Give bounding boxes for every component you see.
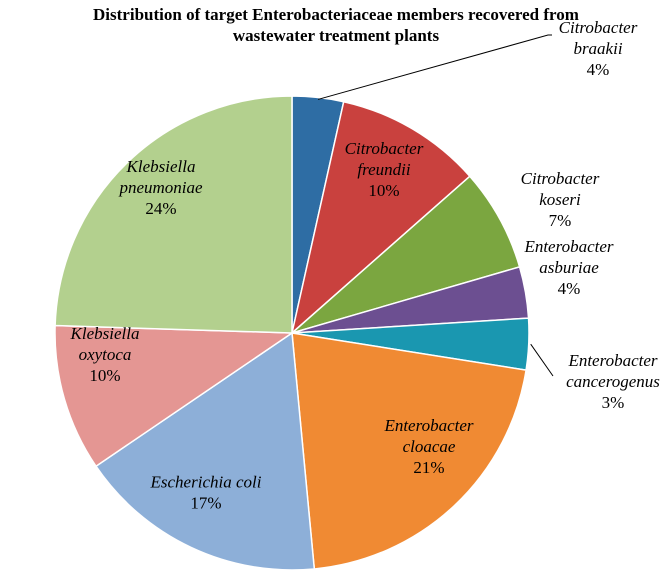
slice-name-1-0: Citrobacter [345,139,424,158]
slice-name-2-0: Citrobacter [521,169,600,188]
slice-percent-4: 3% [602,393,625,412]
pie-slice-2 [291,175,521,334]
slice-percent-7: 10% [89,366,120,385]
pie-slice-5 [291,332,527,570]
slice-name-3-1: asburiae [539,258,599,277]
slice-name-7-0: Klebsiella [70,324,140,343]
slice-percent-8: 24% [145,199,176,218]
slice-label-4: Enterobacter cancerogenus 3% [566,351,660,412]
pie-slice-8 [54,95,293,334]
slice-name-3-0: Enterobacter [523,237,613,256]
slice-percent-0: 4% [587,60,610,79]
leader-lines [317,34,554,377]
slice-name-0-1: braakii [573,39,622,58]
slice-label-2: Citrobacter koseri 7% [521,169,600,230]
slice-label-0: Citrobacter braakii 4% [559,18,638,79]
leader-line-0 [317,34,552,100]
chart-title-line-1: Distribution of target Enterobacteriacea… [93,5,579,24]
slice-percent-6: 17% [190,494,221,513]
slice-label-8: Klebsiella pneumoniae 24% [118,157,203,218]
pie-slice-7 [54,324,295,468]
leader-line-4 [530,343,554,377]
pie-slices [54,95,530,571]
slice-name-7-1: oxytoca [79,345,132,364]
slice-name-4-1: cancerogenus [566,372,660,391]
slice-name-2-1: koseri [539,190,581,209]
slice-name-8-0: Klebsiella [126,157,196,176]
pie-slice-6 [94,331,316,571]
slice-labels: Citrobacter braakii 4% Citrobacter freundii 1… [70,18,661,513]
slice-name-5-1: cloacae [403,437,456,456]
pie-slice-1 [290,100,471,336]
slice-name-4-0: Enterobacter [567,351,657,370]
slice-name-0-0: Citrobacter [559,18,638,37]
slice-percent-1: 10% [368,181,399,200]
slice-percent-5: 21% [413,458,444,477]
slice-name-5-0: Enterobacter [383,416,473,435]
slice-percent-2: 7% [549,211,572,230]
slice-name-6-0: Escherichia coli [150,473,262,492]
slice-name-8-1: pneumoniae [118,178,203,197]
slice-percent-3: 4% [558,279,581,298]
slice-label-1: Citrobacter freundii 10% [345,139,424,200]
slice-label-6: Escherichia coli 17% [150,473,262,513]
chart-title-line-2: wastewater treatment plants [233,26,440,45]
slice-label-3: Enterobacter asburiae 4% [523,237,613,298]
slice-label-7: Klebsiella oxytoca 10% [70,324,140,385]
slice-label-5: Enterobacter cloacae 21% [383,416,473,477]
slice-name-1-1: freundii [357,160,410,179]
